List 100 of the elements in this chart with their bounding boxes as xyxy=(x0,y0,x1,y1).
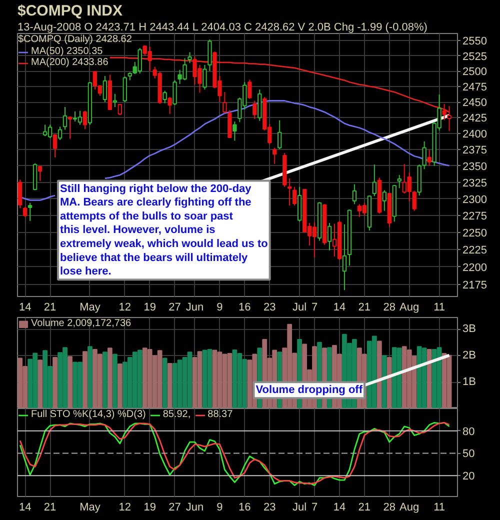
candlestick xyxy=(22,206,28,218)
legend-label: MA(200) 2433.86 xyxy=(31,57,108,68)
y-tick-label: 2300 xyxy=(462,194,487,206)
candlestick xyxy=(208,38,212,72)
x-tick-label: 14 xyxy=(333,502,346,514)
candlestick xyxy=(102,75,108,103)
candlestick xyxy=(82,110,88,130)
y-tick-label: 2225 xyxy=(462,244,487,257)
y-tick-label: 2350 xyxy=(462,160,487,173)
x-tick-label: 23 xyxy=(263,502,276,514)
candlestick xyxy=(442,103,446,121)
candlestick xyxy=(382,190,386,212)
legend-title: Full STO %K(14,3) %D(3) xyxy=(31,409,146,420)
candlestick xyxy=(162,90,167,104)
candlestick xyxy=(38,165,42,182)
candlestick xyxy=(168,96,172,114)
candlestick xyxy=(258,89,262,122)
legend-label: 85.92, xyxy=(162,409,191,420)
bar xyxy=(112,354,118,408)
candlestick xyxy=(427,149,432,166)
x-tick-label: Aug xyxy=(400,302,420,314)
candlestick xyxy=(18,179,22,209)
candlestick xyxy=(248,79,252,100)
y-tick-label: 2425 xyxy=(462,112,487,125)
legend-label: Volume 2,009,172,736 xyxy=(31,318,132,329)
y-tick-label: 2375 xyxy=(462,144,487,157)
y-tick-label: 3B xyxy=(462,323,476,336)
legend-title: $COMPQ (Daily) 2428.62 xyxy=(18,34,132,45)
y-tick-label: 2325 xyxy=(462,177,487,190)
candlestick xyxy=(372,164,377,197)
x-tick-label: Jul xyxy=(292,302,307,314)
candlestick xyxy=(58,126,62,141)
y-tick-label: 80 xyxy=(462,426,475,438)
candlestick xyxy=(447,106,452,132)
x-tick-label: 7 xyxy=(311,502,318,514)
x-tick-label: 14 xyxy=(333,302,346,314)
x-tick-label: 19 xyxy=(144,502,156,514)
candlestick xyxy=(272,147,277,164)
x-tick-label: 12 xyxy=(118,302,132,314)
bar xyxy=(88,346,92,408)
candlestick xyxy=(122,76,127,103)
bar xyxy=(167,363,172,408)
x-tick-label: 12 xyxy=(118,502,132,514)
x-tick-label: Jun xyxy=(186,502,204,514)
x-tick-label: 9 xyxy=(216,502,223,514)
bar xyxy=(52,356,58,408)
candlestick xyxy=(112,93,118,108)
candlestick xyxy=(68,116,72,140)
x-tick-label: Aug xyxy=(400,502,420,514)
chart-subtitle: 13-Aug-2008 O 2423.71 H 2443.44 L 2404.03 C 2428.62 V 2.0B Chg -1.99 (-0.08%) xyxy=(18,22,428,34)
bar xyxy=(38,360,43,408)
x-tick-label: 16 xyxy=(238,502,251,514)
y-tick-label: 1B xyxy=(462,376,476,388)
candlestick xyxy=(172,80,177,106)
x-tick-label: 14 xyxy=(18,302,32,314)
y-tick-label: 2275 xyxy=(462,210,487,223)
candlestick xyxy=(277,120,282,150)
x-tick-label: 21 xyxy=(44,502,56,514)
legend-label: 88.37 xyxy=(208,409,233,420)
chart-title: $COMPQ INDX xyxy=(18,2,123,20)
annotation: Still hanging right below the 200-day MA. Bears are clearly fighting off the attempts of the bulls to soar past this level. However, volume is extremely weak, which would lead us to believe that the bears will ultimately lose here. xyxy=(60,182,268,278)
x-tick-label: 21 xyxy=(44,302,56,314)
x-tick-label: May xyxy=(80,302,101,314)
candlestick xyxy=(232,121,237,142)
x-tick-label: 27 xyxy=(168,502,181,514)
x-tick-label: 23 xyxy=(263,302,276,314)
y-tick-label: 2550 xyxy=(462,36,487,48)
candlestick xyxy=(342,224,347,291)
bar xyxy=(107,348,112,408)
candlestick xyxy=(52,134,58,158)
y-tick-label: 2400 xyxy=(462,128,487,141)
bar xyxy=(117,364,122,408)
y-tick-label: 2450 xyxy=(462,97,487,110)
x-tick-label: 19 xyxy=(144,302,156,314)
x-tick-label: 11 xyxy=(434,502,445,514)
bar xyxy=(102,352,108,408)
y-tick-label: 20 xyxy=(462,470,475,483)
y-tick-label: 2500 xyxy=(462,66,487,78)
x-tick-label: 7 xyxy=(311,302,318,314)
x-tick-label: 21 xyxy=(358,302,371,314)
y-tick-label: 2475 xyxy=(462,81,487,94)
bar xyxy=(382,355,387,408)
bar xyxy=(376,340,382,408)
x-tick-label: 16 xyxy=(238,302,251,314)
x-tick-label: 14 xyxy=(18,502,32,514)
candlestick xyxy=(287,178,292,206)
candlestick xyxy=(422,140,426,170)
y-tick-label: 2250 xyxy=(462,228,487,240)
y-tick-label: 50 xyxy=(462,448,475,460)
y-tick-label: 2175 xyxy=(462,279,487,292)
bar xyxy=(68,356,72,408)
legend-label: MA(50) 2350.35 xyxy=(31,46,103,57)
candlestick xyxy=(188,52,192,64)
x-tick-label: 21 xyxy=(358,502,371,514)
x-tick-label: 28 xyxy=(383,302,396,314)
y-tick-label: 2200 xyxy=(462,262,487,274)
y-tick-label: 2B xyxy=(462,350,476,362)
candlestick xyxy=(62,106,68,130)
annotation: Volume dropping off xyxy=(256,384,363,396)
candlestick xyxy=(222,92,227,114)
